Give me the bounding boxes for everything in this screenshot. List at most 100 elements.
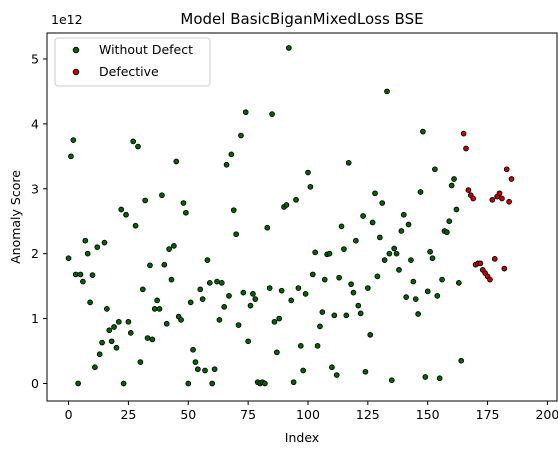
legend-marker-defective	[72, 68, 80, 76]
data-point	[400, 211, 407, 218]
data-point	[283, 202, 290, 208]
data-point	[171, 243, 177, 249]
data-point	[226, 293, 232, 299]
data-point	[123, 211, 129, 218]
x-tick-label: 175	[476, 407, 500, 422]
data-point	[451, 176, 457, 182]
data-point	[360, 213, 366, 219]
data-point	[271, 318, 278, 325]
data-point	[216, 317, 223, 323]
data-point	[262, 380, 268, 387]
data-point	[329, 364, 335, 371]
data-point	[317, 323, 323, 330]
data-point	[312, 249, 319, 256]
y-tick-label: 4	[31, 116, 39, 131]
data-point	[388, 377, 395, 384]
data-point	[432, 166, 438, 173]
data-point	[288, 297, 295, 304]
data-point	[204, 257, 211, 264]
data-point	[233, 231, 240, 238]
data-point	[348, 281, 354, 288]
data-point	[460, 130, 467, 137]
data-point	[127, 330, 134, 336]
data-point	[264, 224, 271, 231]
x-tick-label: 0	[65, 407, 73, 422]
data-point	[228, 151, 235, 158]
y-tick-label: 1	[31, 311, 39, 326]
data-point	[250, 291, 256, 297]
data-point	[82, 237, 89, 244]
data-point	[115, 318, 122, 325]
data-point	[410, 278, 417, 285]
data-point	[274, 349, 280, 356]
data-point	[285, 45, 292, 51]
data-point	[415, 311, 421, 317]
plot-area	[65, 45, 515, 387]
data-point	[364, 285, 371, 291]
data-point	[163, 320, 170, 327]
data-point	[149, 336, 156, 343]
data-point	[242, 109, 249, 116]
data-point	[168, 276, 175, 283]
data-point	[94, 244, 101, 251]
data-point	[96, 351, 103, 358]
data-point	[151, 305, 158, 312]
data-point	[194, 366, 201, 373]
data-point	[154, 297, 160, 304]
data-point	[173, 158, 180, 165]
data-point	[104, 305, 110, 312]
data-point	[384, 88, 390, 95]
data-point	[209, 380, 216, 387]
data-point	[357, 310, 364, 317]
data-point	[199, 296, 206, 302]
data-point	[369, 219, 376, 226]
data-point	[506, 198, 512, 205]
data-point	[333, 372, 340, 378]
data-point	[424, 288, 431, 295]
data-point	[106, 327, 113, 334]
data-point	[80, 278, 86, 285]
data-point	[305, 169, 311, 176]
data-point	[338, 223, 345, 230]
legend: Without Defect Defective	[54, 37, 211, 87]
data-point	[458, 357, 465, 364]
data-point	[108, 338, 115, 345]
data-point	[101, 239, 108, 246]
data-point	[367, 331, 374, 338]
data-point	[278, 287, 285, 294]
data-point	[202, 367, 208, 374]
data-point	[300, 367, 307, 374]
data-point	[393, 250, 400, 257]
data-point	[379, 200, 386, 206]
data-point	[343, 312, 350, 319]
data-point	[147, 262, 153, 269]
data-point	[345, 159, 352, 166]
data-point	[309, 271, 316, 278]
data-point	[463, 145, 469, 152]
data-point	[508, 176, 515, 182]
data-point	[396, 267, 402, 273]
data-point	[355, 302, 362, 309]
y-tick-label: 0	[31, 376, 39, 391]
data-point	[156, 305, 163, 312]
data-point	[77, 271, 84, 278]
data-point	[178, 317, 184, 323]
data-point	[353, 237, 359, 244]
data-point	[252, 296, 259, 302]
data-point	[405, 221, 412, 228]
data-point	[417, 189, 424, 195]
y-axis: 0 1 2 3 4 5	[31, 51, 47, 391]
data-point	[185, 380, 192, 387]
y-offset-label: 1e12	[51, 12, 83, 27]
data-point	[65, 255, 72, 262]
data-point	[412, 296, 419, 302]
data-point	[489, 196, 496, 203]
data-point	[470, 195, 477, 202]
data-point	[161, 261, 168, 268]
data-point	[374, 273, 381, 280]
data-point	[276, 315, 283, 322]
data-point	[290, 379, 297, 386]
data-point	[372, 190, 378, 197]
data-point	[398, 228, 405, 234]
